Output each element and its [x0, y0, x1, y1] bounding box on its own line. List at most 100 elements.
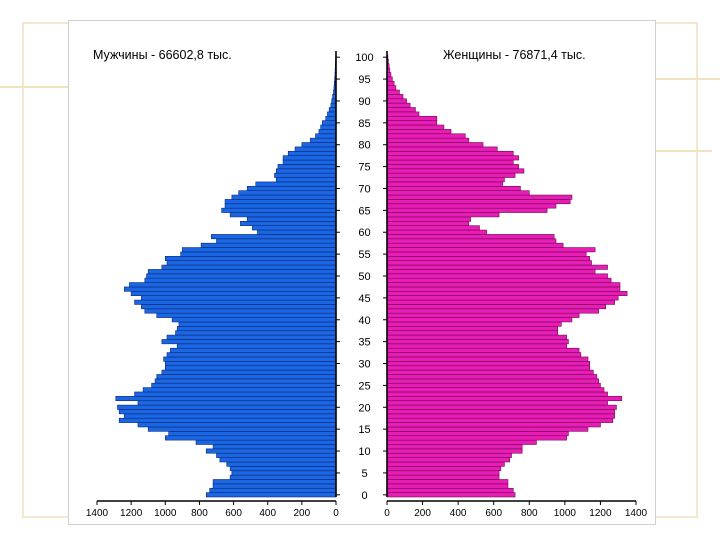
male-bars — [115, 54, 337, 498]
male-bar-age-88 — [328, 107, 337, 113]
male-bar-age-0 — [205, 492, 337, 498]
female-x-tick-label: 1000 — [554, 508, 577, 519]
female-bar-age-48 — [386, 282, 621, 288]
age-tick-label: 45 — [358, 293, 370, 305]
male-bar-age-3 — [212, 479, 337, 485]
male-bar-age-54 — [164, 256, 337, 261]
male-x-tick-label: 1000 — [154, 508, 177, 519]
age-tick-label: 50 — [358, 271, 370, 283]
female-bar-age-63 — [386, 216, 471, 222]
male-bar-age-36 — [166, 334, 337, 340]
female-bar-age-0 — [386, 492, 516, 498]
female-bar-age-82 — [386, 133, 466, 139]
female-bar-age-22 — [386, 396, 623, 402]
male-bar-age-30 — [164, 361, 337, 367]
male-bar-age-27 — [156, 374, 337, 380]
female-bar-age-71 — [386, 181, 503, 187]
male-bar-age-38 — [176, 326, 337, 332]
age-tick-label: 40 — [358, 315, 370, 327]
chart-panel: 0 5 10 15 20 25 30 35 40 45 50 55 60 65 70 75 80 85 90 95 10… — [68, 20, 656, 525]
female-bar-age-45 — [386, 295, 619, 301]
female-bar-age-34 — [386, 343, 567, 349]
female-title: Женщины - 76871,4 тыс. — [443, 48, 586, 62]
female-bar-age-58 — [386, 238, 557, 244]
male-bar-age-24 — [142, 387, 337, 393]
female-bar-age-35 — [386, 339, 569, 345]
male-bar-age-20 — [117, 404, 337, 410]
female-bar-age-21 — [386, 400, 608, 406]
male-bar-age-46 — [130, 291, 337, 296]
female-bar-age-44 — [386, 299, 615, 305]
female-bars — [386, 54, 628, 498]
male-bar-age-70 — [246, 185, 337, 191]
male-bar-age-71 — [255, 181, 337, 187]
female-bar-age-72 — [386, 177, 505, 183]
male-bar-age-4 — [229, 474, 337, 480]
female-bar-age-36 — [386, 334, 567, 340]
female-bar-age-27 — [386, 374, 598, 380]
male-bar-age-14 — [168, 431, 337, 437]
female-bar-age-12 — [386, 439, 537, 445]
age-tick-label: 85 — [358, 118, 370, 130]
male-x-tick-label: 800 — [191, 508, 208, 519]
male-bar-age-17 — [118, 417, 337, 423]
age-tick-label: 90 — [358, 96, 370, 108]
male-bar-age-84 — [320, 124, 337, 130]
age-tick-label: 70 — [358, 183, 370, 195]
male-bar-age-55 — [180, 251, 337, 257]
male-x-tick-label: 0 — [333, 508, 339, 519]
female-bar-age-88 — [386, 107, 416, 113]
male-bar-age-62 — [240, 220, 337, 226]
female-bar-age-59 — [386, 234, 555, 240]
female-bar-age-62 — [386, 220, 470, 226]
male-bar-age-16 — [137, 422, 337, 428]
female-bar-age-49 — [386, 277, 612, 283]
female-bar-age-9 — [386, 452, 512, 458]
male-bar-age-29 — [164, 365, 337, 371]
male-bar-age-87 — [327, 111, 337, 117]
male-bar-age-1 — [209, 487, 337, 493]
male-bar-age-31 — [163, 356, 337, 362]
female-bar-age-79 — [386, 146, 498, 152]
female-bar-age-20 — [386, 404, 617, 410]
male-bar-age-82 — [315, 133, 337, 139]
female-bar-age-38 — [386, 326, 559, 332]
female-bar-age-14 — [386, 431, 569, 437]
female-bar-age-92 — [386, 89, 400, 95]
female-bar-age-15 — [386, 426, 589, 432]
female-bar-age-66 — [386, 203, 557, 209]
male-bar-age-66 — [224, 203, 337, 209]
female-bar-age-67 — [386, 199, 571, 205]
female-bar-age-25 — [386, 382, 601, 388]
female-x-tick-label: 800 — [521, 508, 538, 519]
male-bar-age-49 — [144, 277, 337, 283]
male-bar-age-60 — [257, 229, 337, 235]
tick-labels: 0 5 10 15 20 25 30 35 40 45 50 55 60 65 70 75 80 85 90 95 10… — [86, 52, 648, 519]
age-tick-label: 15 — [358, 424, 370, 436]
female-bar-age-16 — [386, 422, 601, 428]
male-bar-age-42 — [144, 308, 337, 314]
female-bar-age-52 — [386, 264, 608, 270]
male-bar-age-40 — [171, 317, 337, 323]
age-tick-label: 60 — [358, 227, 370, 239]
female-bar-age-29 — [386, 365, 591, 371]
male-bar-age-75 — [277, 164, 337, 170]
female-bar-age-8 — [386, 457, 511, 463]
age-tick-label: 30 — [358, 359, 370, 371]
male-bar-age-63 — [246, 216, 337, 222]
female-bar-age-57 — [386, 242, 564, 248]
male-bar-age-13 — [164, 435, 337, 441]
male-bar-age-76 — [282, 159, 337, 165]
male-bar-age-72 — [275, 177, 337, 183]
age-tick-label: 65 — [358, 205, 370, 217]
frame-tick-right — [652, 78, 720, 80]
male-bar-age-61 — [252, 225, 337, 231]
female-bar-age-70 — [386, 185, 521, 191]
female-bar-age-10 — [386, 448, 523, 454]
male-bar-age-25 — [151, 382, 337, 388]
male-bar-age-11 — [212, 444, 337, 450]
female-bar-age-69 — [386, 190, 530, 196]
female-bar-age-13 — [386, 435, 567, 441]
male-bar-age-67 — [224, 199, 337, 205]
female-bar-age-23 — [386, 391, 608, 397]
